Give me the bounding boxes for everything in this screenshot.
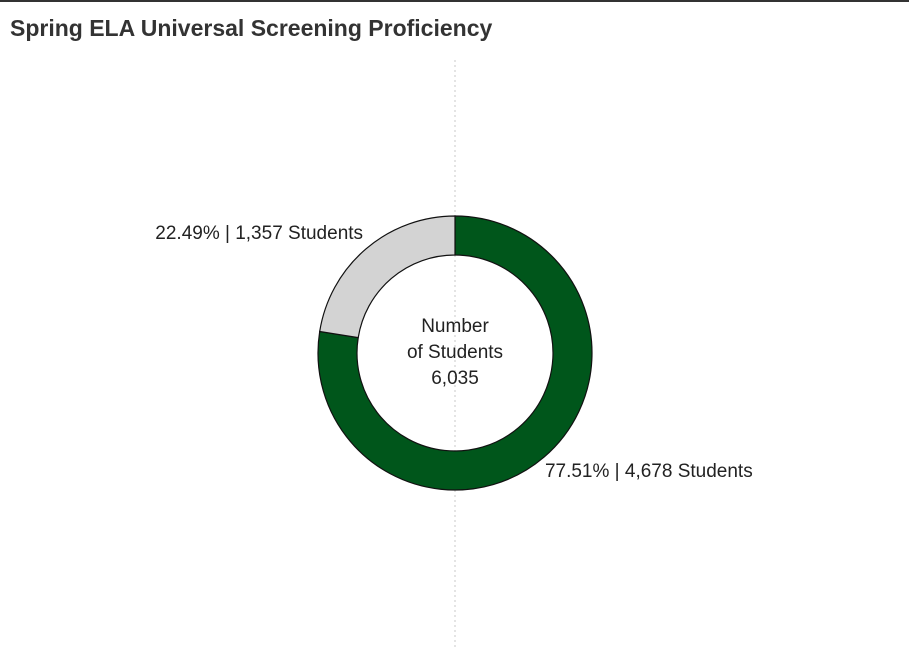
center-label: of Students bbox=[407, 342, 503, 363]
chart-title: Spring ELA Universal Screening Proficien… bbox=[10, 15, 493, 41]
donut-segment bbox=[319, 215, 456, 339]
top-border bbox=[0, 0, 909, 2]
center-label: Number bbox=[421, 316, 489, 337]
value-label: 77.51% | 4,678 Students bbox=[545, 461, 753, 482]
value-label: 22.49% | 1,357 Students bbox=[155, 223, 363, 244]
donut-segment bbox=[317, 215, 593, 491]
center-label: 6,035 bbox=[431, 368, 479, 389]
